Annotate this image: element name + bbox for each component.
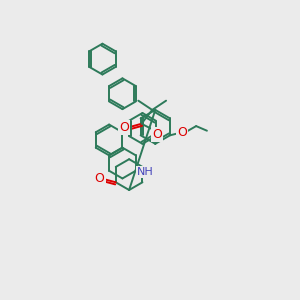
Text: O: O xyxy=(95,172,104,185)
Text: O: O xyxy=(152,128,162,141)
Text: O: O xyxy=(177,126,187,139)
Text: NH: NH xyxy=(136,167,153,177)
Text: O: O xyxy=(119,121,129,134)
